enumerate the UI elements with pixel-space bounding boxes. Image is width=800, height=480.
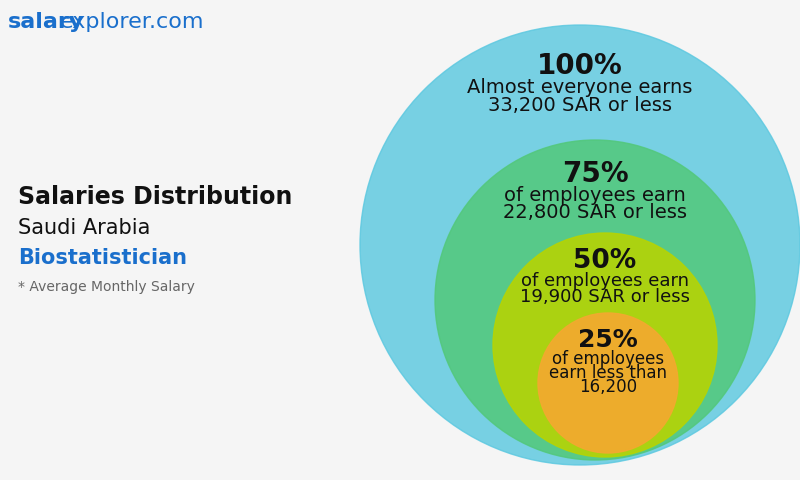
Text: 25%: 25% xyxy=(578,328,638,352)
Text: 22,800 SAR or less: 22,800 SAR or less xyxy=(503,203,687,222)
Text: * Average Monthly Salary: * Average Monthly Salary xyxy=(18,280,195,294)
Text: Almost everyone earns: Almost everyone earns xyxy=(467,78,693,97)
Text: 50%: 50% xyxy=(574,248,637,274)
Text: of employees earn: of employees earn xyxy=(504,186,686,205)
Text: 16,200: 16,200 xyxy=(579,378,637,396)
Circle shape xyxy=(435,140,755,460)
Text: explorer.com: explorer.com xyxy=(60,12,205,32)
Text: 75%: 75% xyxy=(562,160,628,188)
Text: Biostatistician: Biostatistician xyxy=(18,248,187,268)
Text: 100%: 100% xyxy=(537,52,623,80)
Text: 19,900 SAR or less: 19,900 SAR or less xyxy=(520,288,690,306)
Text: of employees earn: of employees earn xyxy=(521,272,689,290)
Text: Saudi Arabia: Saudi Arabia xyxy=(18,218,150,238)
Text: of employees: of employees xyxy=(552,350,664,368)
Text: 33,200 SAR or less: 33,200 SAR or less xyxy=(488,96,672,115)
Text: earn less than: earn less than xyxy=(549,364,667,382)
Circle shape xyxy=(360,25,800,465)
Circle shape xyxy=(493,233,717,457)
Text: Salaries Distribution: Salaries Distribution xyxy=(18,185,292,209)
Text: salary: salary xyxy=(8,12,84,32)
Circle shape xyxy=(538,313,678,453)
